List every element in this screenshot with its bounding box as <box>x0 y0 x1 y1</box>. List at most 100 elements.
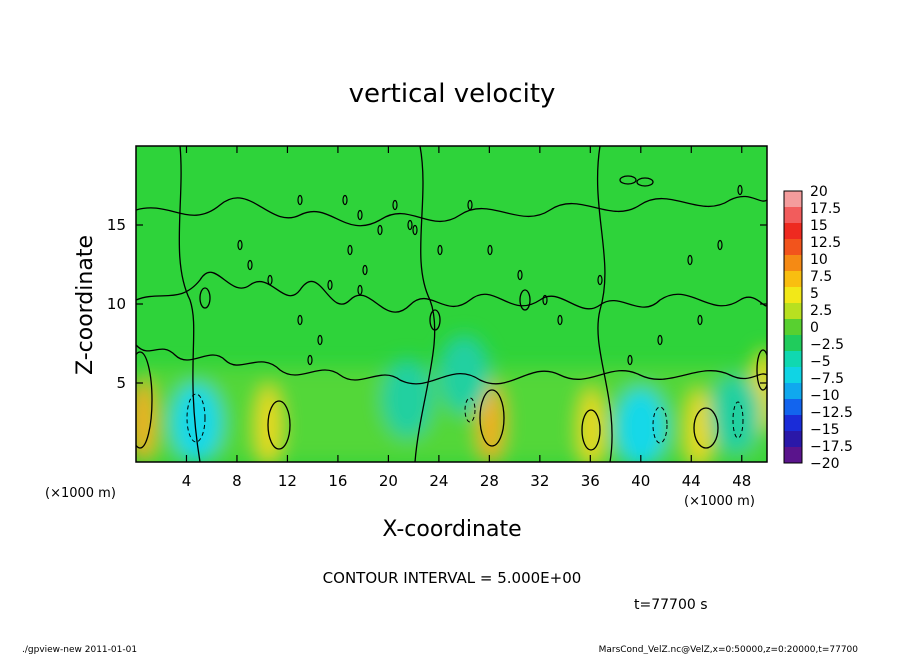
footer-right: MarsCond_VelZ.nc@VelZ,x=0:50000,z=0:2000… <box>599 645 859 654</box>
colorbar-label: −10 <box>810 388 840 404</box>
contour-line <box>136 271 767 313</box>
contour-cell <box>542 294 548 306</box>
contour-line <box>596 146 613 462</box>
contour-ring-negative <box>186 393 206 443</box>
contour-cell <box>317 334 323 346</box>
contour-cell <box>347 244 353 256</box>
x-tick-label: 36 <box>581 472 600 490</box>
updraft-cell <box>684 388 713 462</box>
colorbar-swatch <box>784 415 802 431</box>
x-tick-label: 32 <box>530 472 549 490</box>
contour-ring <box>636 177 654 187</box>
contour-cell <box>357 284 363 296</box>
downdraft-cell <box>614 387 667 462</box>
downdraft-cell <box>170 382 223 462</box>
colorbar-swatch <box>784 367 802 383</box>
contour-interval: CONTOUR INTERVAL = 5.000E+00 <box>323 569 582 587</box>
contour-ring-negative <box>652 406 668 444</box>
contour-ring <box>519 289 531 311</box>
y-tick-label: 5 <box>116 374 126 392</box>
contour-cell <box>517 269 523 281</box>
contour-cell <box>377 224 383 236</box>
contour-ring <box>693 407 719 449</box>
colorbar-label: 2.5 <box>810 303 832 319</box>
updraft-cell <box>136 378 157 462</box>
colorbar-swatch <box>784 383 802 399</box>
colorbar-label: −12.5 <box>810 405 853 421</box>
colorbar-swatch <box>784 447 802 463</box>
colorbar-label: 10 <box>810 252 828 268</box>
contour-ring <box>619 175 637 185</box>
contour-cell <box>392 199 398 211</box>
x-tick-label: 12 <box>278 472 297 490</box>
contour-cell <box>557 314 563 326</box>
contour-cell <box>342 194 348 206</box>
colorbar-label: 0 <box>810 320 819 336</box>
colorbar-swatch <box>784 271 802 287</box>
colorbar-swatch <box>784 207 802 223</box>
contour-ring <box>199 287 211 309</box>
colorbar-label: −17.5 <box>810 439 853 455</box>
contour-cell <box>717 239 723 251</box>
colorbar-swatch <box>784 191 802 207</box>
downdraft-cell <box>709 374 762 455</box>
x-axis-label: X-coordinate <box>382 517 521 542</box>
colorbar-swatch <box>784 335 802 351</box>
y-axis-label: Z-coordinate <box>73 235 98 375</box>
colorbar-swatch <box>784 255 802 271</box>
contour-cell <box>487 244 493 256</box>
colorbar-label: −5 <box>810 354 831 370</box>
x-tick-label: 8 <box>232 472 242 490</box>
contour-line <box>414 146 436 462</box>
colorbar-label: 20 <box>810 184 828 200</box>
colorbar-swatch <box>784 239 802 255</box>
colorbar-label: 12.5 <box>810 235 841 251</box>
y-tick-label: 10 <box>107 295 126 313</box>
contour-lines <box>136 146 767 462</box>
colorbar-swatch <box>784 399 802 415</box>
colorbar: 2017.51512.5107.552.50−2.5−5−7.5−10−12.5… <box>783 184 853 472</box>
x-tick-label: 24 <box>429 472 448 490</box>
contour-cell <box>697 314 703 326</box>
contour-cell <box>627 354 633 366</box>
contour-cell <box>407 219 413 231</box>
contour-cell <box>657 334 663 346</box>
negative-contours <box>186 393 744 444</box>
colorbar-label: 15 <box>810 218 828 234</box>
time-label: t=77700 s <box>634 597 708 613</box>
colorbar-label: 7.5 <box>810 269 832 285</box>
contour-ring-negative <box>732 401 744 439</box>
colorbar-label: −15 <box>810 422 840 438</box>
colorbar-label: 17.5 <box>810 201 841 217</box>
velocity-blobs <box>136 335 767 462</box>
x-tick-label: 44 <box>682 472 701 490</box>
small-contour-cells <box>237 184 743 366</box>
contour-line <box>136 344 767 385</box>
contour-ring <box>429 309 441 331</box>
contour-cell <box>237 239 243 251</box>
contour-ring <box>267 400 291 450</box>
contour-cell <box>247 259 253 271</box>
contour-cell <box>437 244 443 256</box>
contour-cell <box>412 224 418 236</box>
colorbar-swatch <box>784 351 802 367</box>
contour-ring <box>136 351 153 449</box>
contour-cell <box>737 184 743 196</box>
colorbar-label: −7.5 <box>810 371 844 387</box>
contour-cell <box>362 264 368 276</box>
colorbar-label: 5 <box>810 286 819 302</box>
contour-cell <box>297 314 303 326</box>
colorbar-swatch <box>784 319 802 335</box>
contour-ring <box>756 349 767 391</box>
contour-ring-negative <box>464 397 476 423</box>
x-tick-label: 28 <box>480 472 499 490</box>
contour-cell <box>297 194 303 206</box>
colorbar-frame <box>783 190 803 464</box>
contour-cell <box>267 274 273 286</box>
contour-cell <box>307 354 313 366</box>
downdraft-cell <box>381 358 434 439</box>
x-tick-label: 48 <box>732 472 751 490</box>
colorbar-swatch <box>784 287 802 303</box>
colorbar-swatch <box>784 431 802 447</box>
